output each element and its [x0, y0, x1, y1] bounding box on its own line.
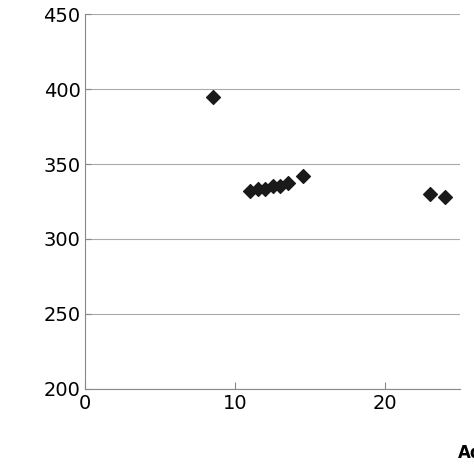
Point	[246, 187, 254, 195]
Point	[261, 186, 269, 193]
Point	[426, 190, 434, 198]
Point	[441, 193, 448, 201]
Point	[276, 182, 284, 190]
Point	[284, 180, 292, 187]
Text: Add-: Add-	[458, 444, 474, 462]
Point	[254, 186, 261, 193]
Point	[269, 182, 276, 190]
Point	[209, 93, 217, 100]
Point	[299, 172, 306, 180]
